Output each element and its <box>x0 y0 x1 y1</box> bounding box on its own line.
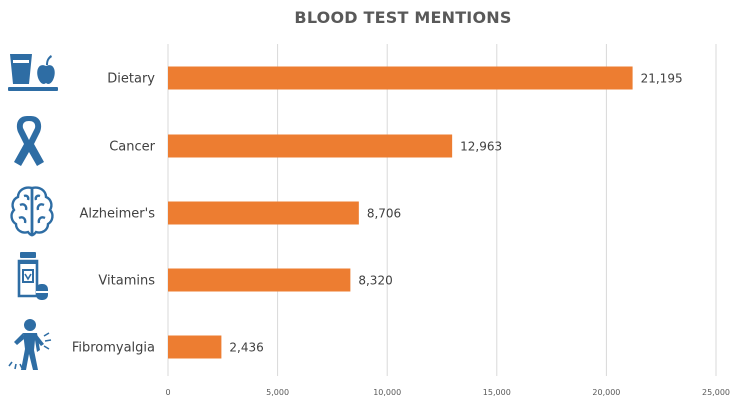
data-label-2: 8,706 <box>367 207 401 221</box>
labels: Dietary 21,195 Cancer 12,963 Alzheimer's 8,70… <box>72 72 683 356</box>
x-tick-label-3: 15,000 <box>483 388 511 397</box>
category-label-1: Cancer <box>109 140 155 155</box>
bar-vitamins <box>168 268 351 292</box>
x-tick-label-1: 5,000 <box>266 388 289 397</box>
category-icons <box>8 54 58 370</box>
cancer-ribbon-icon <box>14 116 44 166</box>
x-tick-label-4: 20,000 <box>592 388 620 397</box>
category-label-0: Dietary <box>107 72 155 87</box>
back-pain-icon <box>8 319 52 370</box>
data-label-4: 2,436 <box>229 341 263 355</box>
x-tick-label-2: 10,000 <box>373 388 401 397</box>
data-label-0: 21,195 <box>641 72 683 86</box>
bar-dietary <box>168 66 633 90</box>
bars <box>168 66 633 359</box>
bar-alzheimer-s <box>168 201 359 225</box>
chart-title: BLOOD TEST MENTIONS <box>294 8 512 27</box>
x-tick-label-5: 25,000 <box>702 388 730 397</box>
brain-icon <box>10 186 54 237</box>
x-axis-ticks: 0 5,000 10,000 15,000 20,000 25,000 <box>165 388 730 397</box>
category-label-2: Alzheimer's <box>79 207 155 222</box>
vitamin-bottle-icon <box>17 252 48 300</box>
x-tick-label-0: 0 <box>165 388 170 397</box>
category-label-3: Vitamins <box>98 274 155 289</box>
data-label-3: 8,320 <box>358 274 392 288</box>
category-label-4: Fibromyalgia <box>72 341 155 356</box>
data-label-1: 12,963 <box>460 140 502 154</box>
bar-cancer <box>168 134 453 158</box>
bar-fibromyalgia <box>168 335 222 359</box>
dietary-icon <box>8 54 58 91</box>
